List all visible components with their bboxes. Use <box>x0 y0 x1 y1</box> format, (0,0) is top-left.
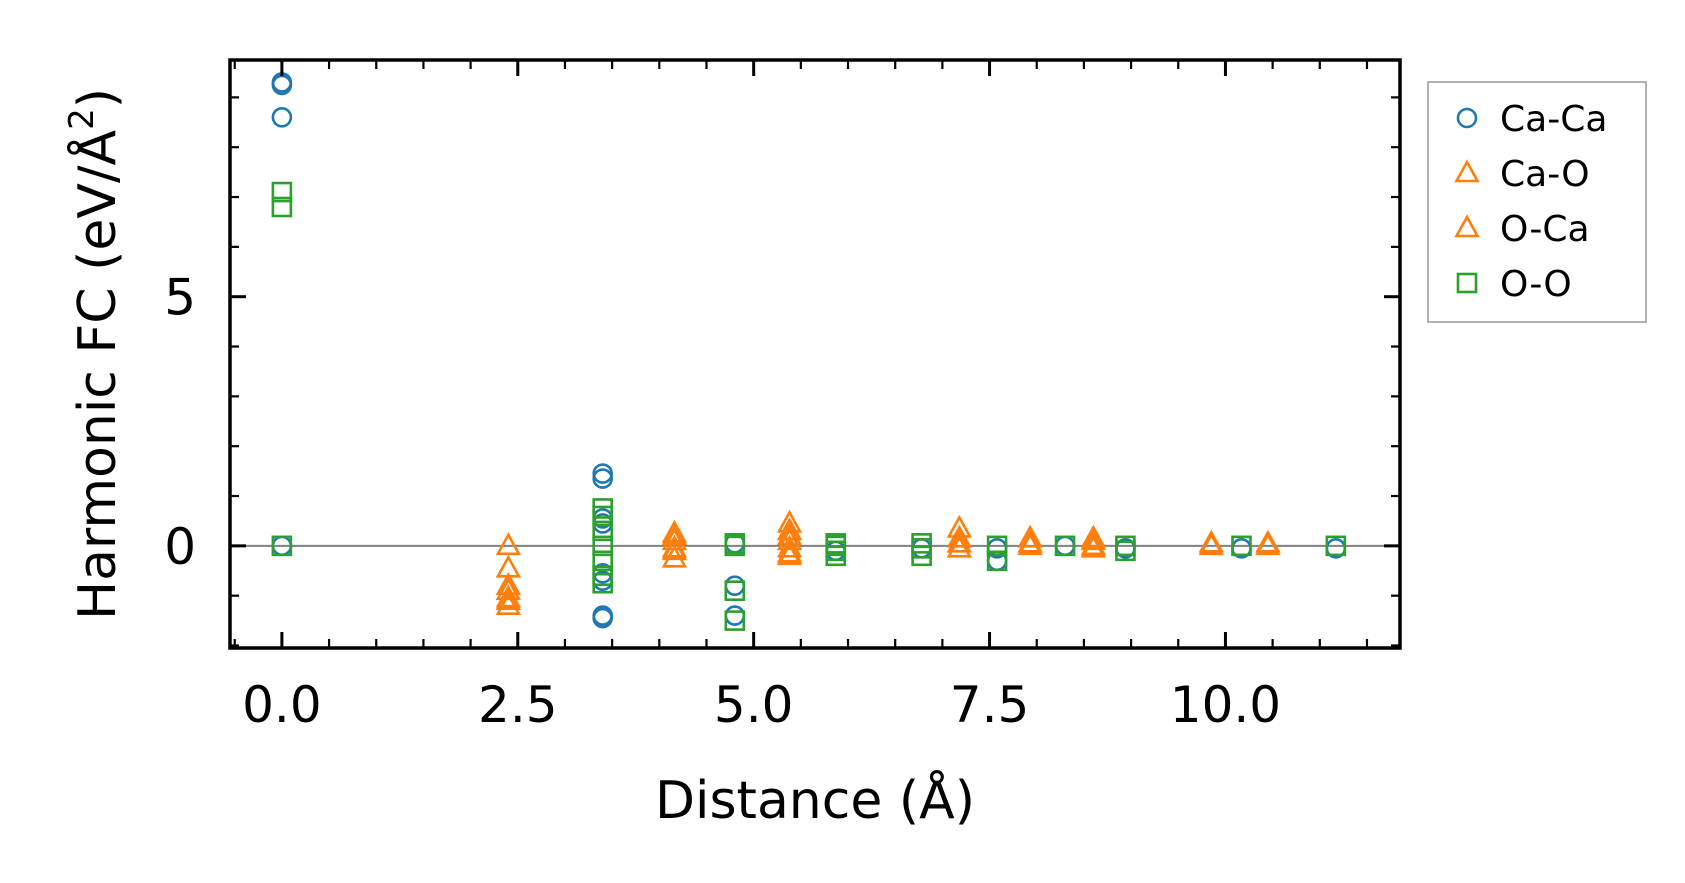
data-point <box>724 575 746 597</box>
data-point <box>592 520 614 542</box>
legend-item-label: O-Ca <box>1500 209 1590 250</box>
data-point <box>495 577 522 600</box>
x-tick-label: 0.0 <box>242 676 322 734</box>
data-point <box>724 610 746 631</box>
data-point <box>946 529 973 553</box>
data-point <box>776 534 803 558</box>
series-o-o <box>271 181 1347 631</box>
x-axis-label: Distance (Å) <box>655 769 975 831</box>
legend-entries: Ca-Ca Ca-O O-Ca O-O <box>1454 99 1607 305</box>
legend-box <box>1427 81 1647 323</box>
legend-item-o-o: O-O <box>1456 264 1572 305</box>
data-point <box>986 535 1008 557</box>
data-point <box>724 580 746 601</box>
series-ca-o <box>495 509 1281 615</box>
data-point <box>271 107 293 128</box>
legend-item-o-ca: O-Ca <box>1454 209 1590 250</box>
legend-item-label: O-O <box>1500 264 1572 305</box>
legend-item-label: Ca-Ca <box>1500 99 1607 140</box>
data-point <box>1255 532 1281 556</box>
legend-item-ca-ca: Ca-Ca <box>1456 99 1607 140</box>
data-point <box>661 544 688 568</box>
square-marker-icon <box>1456 272 1478 294</box>
triangle-marker-icon <box>1454 214 1480 238</box>
series-o-ca <box>495 522 1281 610</box>
data-points <box>271 72 1347 631</box>
data-point <box>592 468 614 489</box>
x-tick-label: 10.0 <box>1170 676 1281 734</box>
data-point <box>911 545 932 567</box>
data-point <box>825 545 847 567</box>
data-point <box>986 550 1008 572</box>
data-point <box>1080 532 1107 556</box>
data-point <box>825 540 847 562</box>
tick-labels: 0.0 2.5 5.0 7.5 10.0 0 5 <box>164 269 1281 734</box>
data-point <box>1198 532 1224 556</box>
data-point <box>911 538 932 559</box>
data-point <box>592 550 614 572</box>
y-tick-label: 5 <box>164 269 196 327</box>
triangle-marker-icon <box>1454 159 1480 183</box>
data-point <box>724 535 746 557</box>
data-point <box>1054 535 1076 557</box>
legend-item-label: Ca-O <box>1500 154 1590 195</box>
y-axis-label-close: ) <box>68 88 128 108</box>
data-point <box>1080 527 1107 551</box>
data-point <box>776 527 803 551</box>
y-axis-label: Harmonic FC (eV/Å2) <box>62 88 128 620</box>
data-point <box>592 535 614 557</box>
data-point <box>946 524 973 548</box>
plot-frame <box>228 58 1402 650</box>
y-axis-label-main: Harmonic FC (eV/Å <box>66 129 128 620</box>
legend: Ca-Ca Ca-O O-Ca O-O <box>1427 81 1647 323</box>
data-point <box>592 607 614 629</box>
data-point <box>1231 535 1252 557</box>
data-point <box>271 181 293 203</box>
axis-ticks <box>230 60 1400 648</box>
y-tick-label: 0 <box>164 518 196 576</box>
data-point <box>661 537 688 561</box>
x-tick-label: 2.5 <box>478 676 558 734</box>
series-ca-ca <box>271 72 1347 629</box>
x-tick-label: 7.5 <box>950 676 1030 734</box>
data-point <box>271 196 293 218</box>
data-point <box>1017 524 1043 548</box>
data-point <box>495 532 522 556</box>
data-point <box>1325 535 1347 557</box>
x-tick-label: 5.0 <box>714 676 794 734</box>
data-point <box>592 572 614 594</box>
data-point <box>661 522 688 546</box>
y-axis-label-exponent: 2 <box>62 108 102 130</box>
data-point <box>1115 540 1136 562</box>
legend-item-ca-o: Ca-O <box>1454 154 1590 195</box>
data-point <box>1017 529 1043 553</box>
data-point <box>495 586 522 610</box>
data-point <box>776 542 803 566</box>
data-point <box>495 591 522 615</box>
data-point <box>724 605 746 626</box>
data-point <box>271 535 293 557</box>
data-point <box>592 505 614 527</box>
data-point <box>495 572 522 596</box>
circle-marker-icon <box>1456 107 1478 129</box>
